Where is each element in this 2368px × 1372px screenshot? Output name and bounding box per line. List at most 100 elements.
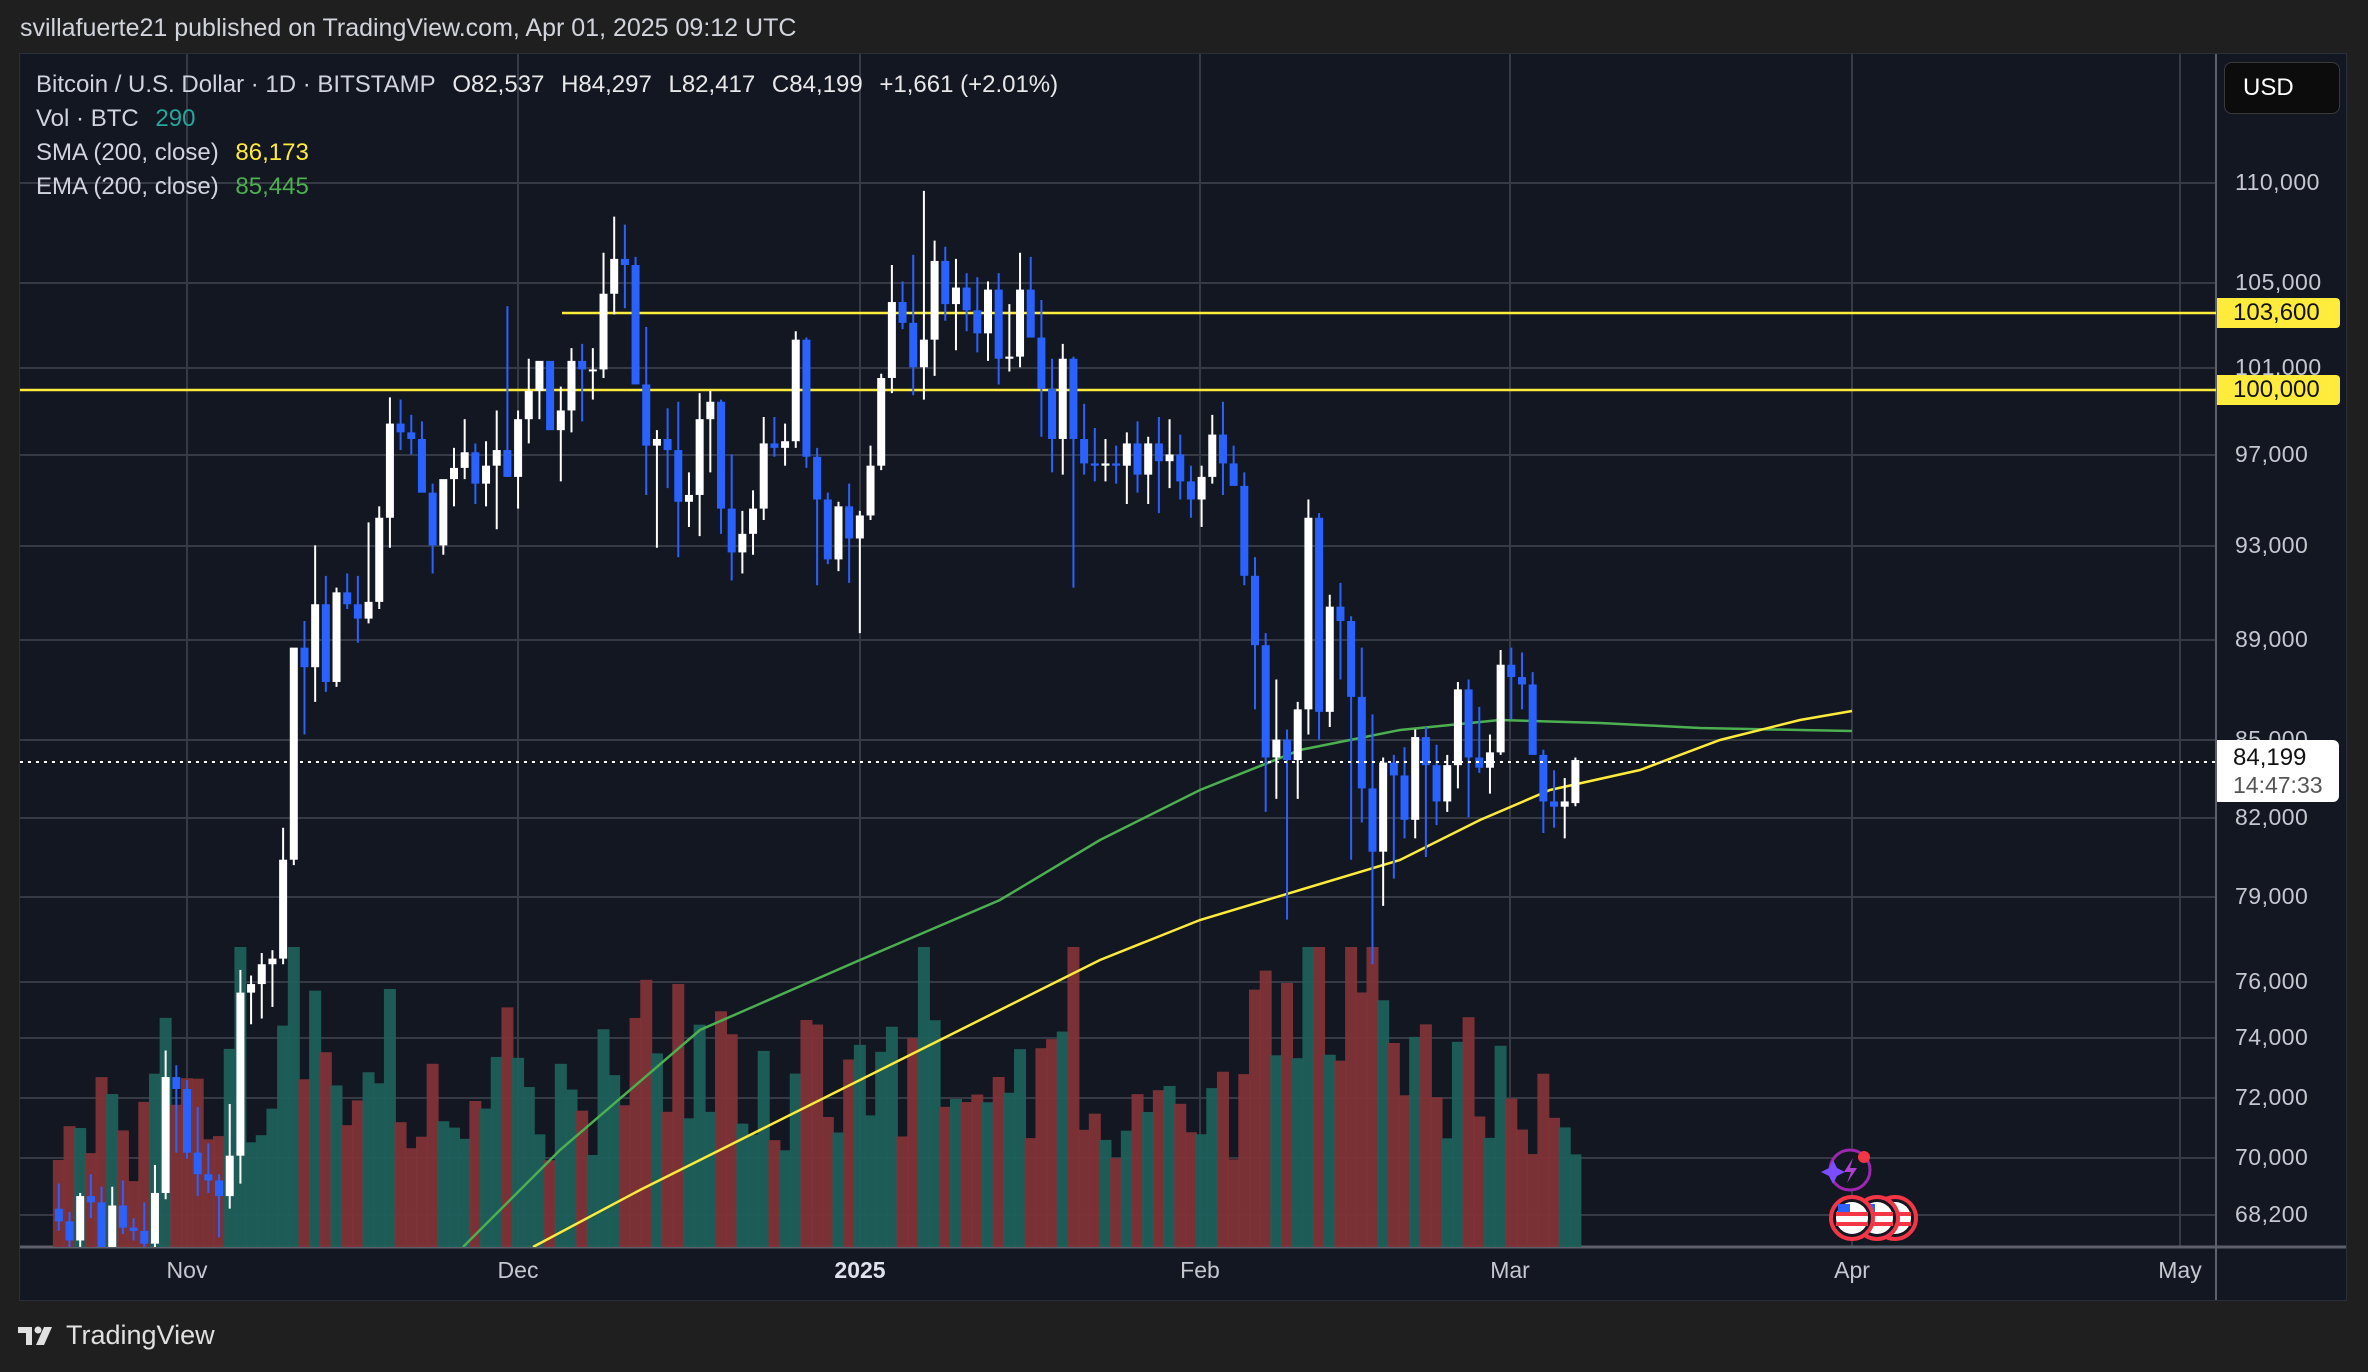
ema-row[interactable]: EMA (200, close) 85,445 (36, 170, 1058, 204)
sma-value: 86,173 (235, 139, 309, 166)
candle-body (695, 419, 704, 495)
candle-body (684, 494, 693, 502)
volume-bar (853, 1044, 866, 1247)
bar-countdown: 14:47:33 (2233, 772, 2323, 798)
candle-body (652, 438, 661, 446)
time-tick-label: Apr (1834, 1257, 1870, 1283)
volume-bar (1259, 970, 1272, 1247)
ideas-lightning-icon[interactable] (1821, 1148, 1872, 1192)
candle-body (236, 992, 245, 1156)
candle-body (247, 984, 256, 993)
chart-panel[interactable] (19, 53, 2347, 1301)
volume-bar (1163, 1085, 1176, 1247)
volume-bar (800, 1020, 813, 1247)
volume-bar (1078, 1129, 1091, 1247)
candle-body (86, 1196, 95, 1203)
candle-body (1122, 443, 1131, 466)
candle-body (1283, 739, 1292, 761)
volume-label: Vol · BTC (36, 105, 139, 132)
candle-body (887, 302, 896, 378)
volume-bar (1334, 1060, 1347, 1247)
price-tick-label: 76,000 (2235, 968, 2309, 994)
ema-value: 85,445 (235, 173, 309, 200)
candle-body (770, 443, 779, 448)
candle-body (802, 339, 811, 457)
candle-body (215, 1180, 224, 1197)
candle-body (54, 1208, 63, 1222)
level-price-tag: 100,000 (2217, 375, 2340, 405)
close-value: C84,199 (771, 71, 863, 98)
candle-body (1475, 757, 1484, 768)
volume-bar (779, 1150, 792, 1247)
candle-body (727, 508, 736, 553)
sma-row[interactable]: SMA (200, close) 86,173 (36, 136, 1058, 170)
candle-body (471, 452, 480, 484)
candle-body (375, 517, 384, 602)
volume-bar (1184, 1132, 1197, 1247)
volume-bar (1174, 1103, 1187, 1247)
volume-bar (1099, 1139, 1112, 1247)
volume-bar (928, 1020, 941, 1247)
time-tick-label: Nov (166, 1257, 208, 1283)
change-value: +1,661 (+2.01%) (879, 71, 1059, 98)
volume-bar (255, 1135, 268, 1247)
candle-body (898, 302, 907, 323)
us-economic-event-icon[interactable] (1829, 1195, 1875, 1241)
candle-body (1528, 684, 1537, 755)
volume-bar (554, 1063, 567, 1247)
candle-body (994, 289, 1003, 359)
candle-body (1379, 762, 1388, 852)
candle-body (1304, 517, 1313, 710)
candle-body (300, 647, 309, 668)
volume-bar (63, 1126, 76, 1247)
volume-bar (682, 1118, 695, 1247)
volume-bar (266, 1108, 279, 1247)
volume-bar (971, 1094, 984, 1247)
candle-body (1090, 463, 1099, 466)
volume-bar (1441, 1138, 1454, 1247)
candle-body (1101, 463, 1110, 466)
candle-body (610, 258, 619, 294)
candle-body (1453, 689, 1462, 766)
volume-row[interactable]: Vol · BTC 290 (36, 102, 1058, 136)
volume-bar (394, 1122, 407, 1247)
candle-body (311, 604, 320, 668)
price-tick-label: 89,000 (2235, 626, 2309, 652)
volume-bar (1067, 947, 1080, 1247)
candle-body (1368, 788, 1377, 852)
currency-button[interactable]: USD (2224, 62, 2340, 114)
tradingview-logo[interactable]: TradingView (18, 1320, 215, 1351)
candle-body (567, 360, 576, 411)
candle-body (503, 450, 512, 477)
symbol-row[interactable]: Bitcoin / U.S. Dollar · 1D · BITSTAMP O8… (36, 68, 1058, 102)
volume-bar (1345, 947, 1358, 1247)
candle-body (150, 1192, 159, 1244)
candle-body (1165, 454, 1174, 462)
candle-body (674, 450, 683, 502)
candle-body (385, 423, 394, 518)
candle-body (631, 265, 640, 385)
volume-bar (618, 1105, 631, 1247)
candle-body (1464, 689, 1473, 758)
candle-body (1048, 388, 1057, 439)
events-group[interactable] (1821, 1148, 1918, 1241)
candle-body (1443, 765, 1452, 802)
volume-bar (1548, 1117, 1561, 1247)
candle-body (781, 441, 790, 448)
candle-body (514, 419, 523, 477)
candle-body (1571, 760, 1580, 804)
candle-body (759, 443, 768, 509)
candle-body (321, 604, 330, 682)
volume-bar (960, 1102, 973, 1247)
volume-bar (309, 990, 322, 1247)
volume-bar (715, 1011, 727, 1247)
candle-body (1229, 463, 1238, 486)
candle-body (1251, 575, 1259, 646)
volume-bar (138, 1101, 151, 1247)
volume-bar (757, 1050, 770, 1247)
sma-200-line (532, 709, 1853, 1247)
candle-body (1293, 709, 1302, 761)
volume-bar (982, 1102, 994, 1247)
volume-bar (383, 988, 396, 1247)
